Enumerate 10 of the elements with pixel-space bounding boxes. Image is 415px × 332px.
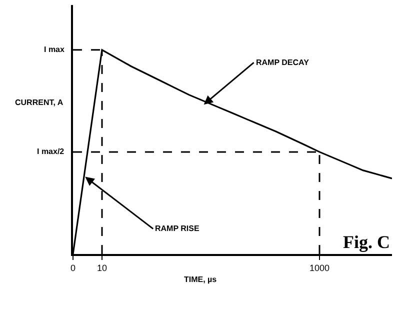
x-tick-label: 10	[96, 262, 108, 273]
y-axis-title: CURRENT, A	[15, 98, 64, 107]
ref-line-label: I max/2	[37, 147, 65, 156]
annotation: RAMP DECAY	[256, 58, 310, 67]
ref-line-label: I max	[44, 45, 66, 54]
x-tick-label: 0	[70, 262, 76, 273]
x-tick-label: 1000	[309, 262, 330, 273]
x-axis-title: TIME, µs	[184, 275, 218, 284]
annotation: Fig. C	[343, 232, 390, 252]
annotation: RAMP RISE	[155, 224, 200, 233]
